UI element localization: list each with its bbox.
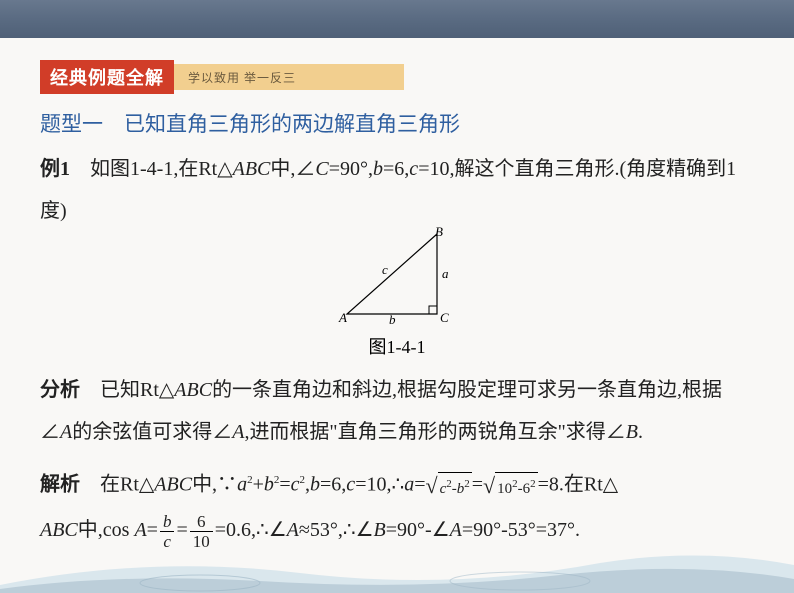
sol-A2: A (287, 519, 299, 541)
vertex-C: C (440, 310, 449, 325)
sqrt2: 102-62 (483, 463, 538, 509)
sqrt1: c2-b2 (425, 463, 471, 509)
analysis-tri: ABC (174, 379, 212, 401)
side-c: c (382, 262, 388, 277)
vertex-A: A (338, 310, 347, 325)
sqrt2-6: 6 (523, 481, 531, 497)
section-text: 已知直角三角形的两边解直角三角形 (124, 113, 460, 136)
sol-t2: 中,∵ (192, 474, 237, 496)
analysis-label: 分析 (40, 379, 80, 401)
analysis-A1: A (60, 421, 72, 443)
analysis-t1: 已知Rt△ (100, 379, 174, 401)
triangle-shape (347, 234, 437, 314)
sqrt2-10: 10 (497, 481, 512, 497)
frac2: 610 (190, 513, 213, 550)
solution-block: 解析 在Rt△ABC中,∵a2+b2=c2,b=6,c=10,∴a=c2-b2=… (40, 463, 754, 551)
var-c: c (409, 158, 418, 180)
sol-b2: b (310, 474, 320, 496)
sol-t1: 在Rt△ (100, 474, 154, 496)
analysis-block: 分析 已知Rt△ABC的一条直角边和斜边,根据勾股定理可求另一条直角边,根据∠A… (40, 369, 754, 453)
figure: A B C a b c 图1-4-1 (0, 226, 794, 359)
vertex-B: B (435, 226, 443, 239)
sol-a: a (237, 474, 247, 496)
example-label: 例1 (40, 158, 70, 180)
frac1: bc (160, 513, 175, 550)
example-block: 例1 如图1-4-1,在Rt△ABC中,∠C=90°,b=6,c=10,解这个直… (40, 148, 754, 232)
sol-cosv: =0.6,∴∠ (215, 519, 287, 541)
section-title: 题型一 已知直角三角形的两边解直角三角形 (40, 108, 794, 138)
example-t3: =90°, (329, 158, 373, 180)
badge-title: 经典例题全解 (40, 60, 174, 94)
frac2-num: 6 (190, 513, 213, 532)
analysis-t4: ,进而根据"直角三角形的两锐角互余"求得∠ (244, 421, 625, 443)
sol-c: c (291, 474, 300, 496)
example-t2: 中,∠ (270, 158, 315, 180)
right-angle-mark (429, 306, 437, 314)
sol-l2t1: 中,cos (78, 519, 135, 541)
badge-row: 经典例题全解 学以致用 举一反三 (40, 60, 794, 94)
bottom-decoration (0, 545, 794, 593)
sol-a2: a (404, 474, 414, 496)
solution-label: 解析 (40, 474, 80, 496)
top-bar (0, 0, 794, 38)
var-b: b (373, 158, 383, 180)
example-t4: =6, (383, 158, 409, 180)
sol-tri: ABC (154, 474, 192, 496)
sol-b: b (264, 474, 274, 496)
analysis-A2: A (232, 421, 244, 443)
sol-cv: =10,∴ (355, 474, 404, 496)
sol-tri2: ABC (40, 519, 78, 541)
frac2-den: 10 (190, 532, 213, 550)
analysis-B: B (626, 421, 638, 443)
sol-Bcalc2: =90°-53°=37°. (462, 519, 580, 541)
sol-A: A (134, 519, 146, 541)
sol-bc: =6, (320, 474, 346, 496)
figure-label: 图1-4-1 (0, 333, 794, 359)
analysis-t3: 的余弦值可求得∠ (72, 421, 232, 443)
sol-Aval: ≈53°,∴∠ (299, 519, 374, 541)
section-prefix: 题型一 (40, 113, 103, 136)
triangle-name: ABC (233, 158, 271, 180)
analysis-t5: . (638, 421, 643, 443)
subtitle-bar: 学以致用 举一反三 (174, 64, 404, 90)
side-a: a (442, 266, 449, 281)
sol-B: B (374, 519, 386, 541)
frac1-den: c (160, 532, 175, 550)
sol-Bcalc: =90°-∠ (386, 519, 450, 541)
sol-res-a: =8.在Rt△ (538, 474, 619, 496)
slide-content: 经典例题全解 学以致用 举一反三 题型一 已知直角三角形的两边解直角三角形 例1… (0, 38, 794, 551)
frac1-num: b (160, 513, 175, 532)
angle-C: C (315, 158, 328, 180)
sol-A3: A (450, 519, 462, 541)
triangle-diagram: A B C a b c (327, 226, 467, 326)
side-b: b (389, 312, 396, 326)
example-t1: 如图1-4-1,在Rt△ (90, 158, 233, 180)
sol-c2: c (346, 474, 355, 496)
